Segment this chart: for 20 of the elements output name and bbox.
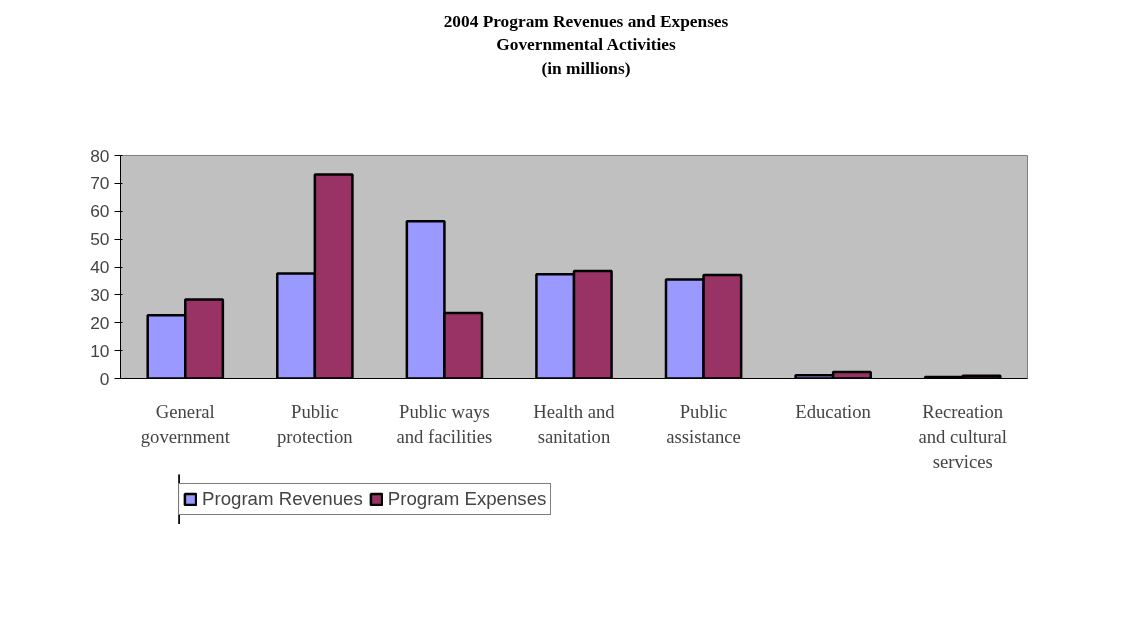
y-tick-label: 70 <box>90 173 110 194</box>
x-tick-label: Public assistance <box>666 400 741 447</box>
y-tick-label: 10 <box>90 340 110 361</box>
x-tick-label: Public protection <box>277 400 354 447</box>
x-tick-label: General government <box>140 400 231 447</box>
x-tick-label: Health and sanitation <box>533 400 616 447</box>
y-tick-label: 80 <box>90 145 110 166</box>
chart-subtitle: Governmental Activities (in millions) <box>496 35 676 78</box>
chart-title: 2004 Program Revenues and Expenses <box>443 12 729 31</box>
legend-label: Program Revenues <box>202 488 363 511</box>
y-tick-label: 40 <box>90 257 110 278</box>
y-tick-label: 20 <box>90 312 110 333</box>
x-tick-label: Recreation and cultural services <box>918 400 1008 473</box>
y-tick-label: 30 <box>90 285 110 306</box>
x-tick-label: Public ways and facilities <box>396 400 493 447</box>
y-tick-label: 50 <box>90 229 110 250</box>
y-tick-label: 60 <box>90 201 110 222</box>
y-tick-label: 0 <box>99 368 110 389</box>
x-tick-label: Education <box>795 400 872 422</box>
legend-label: Program Expenses <box>387 488 547 511</box>
